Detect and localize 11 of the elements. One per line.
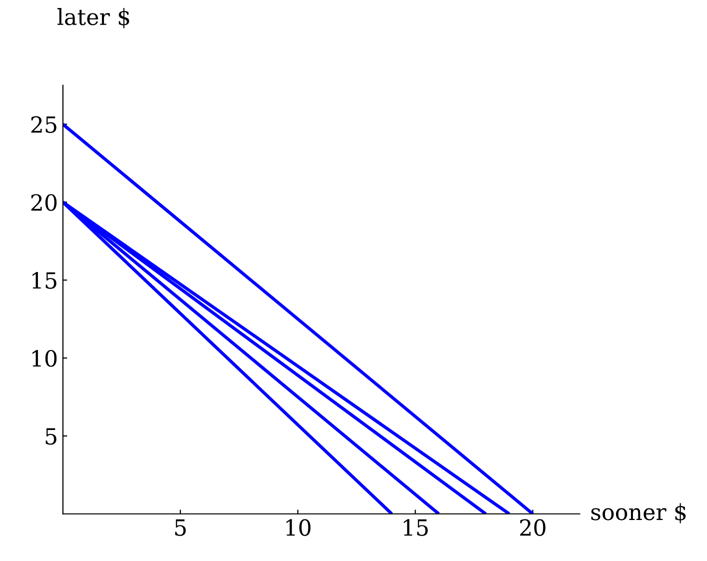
y-tick-label: 20 <box>31 194 57 211</box>
x-tick-label: 20 <box>520 519 546 536</box>
x-tick-label: 5 <box>175 519 186 536</box>
x-tick-label: 10 <box>286 519 311 536</box>
y-tick-label: 25 <box>31 116 56 133</box>
y-axis-title: later $ <box>57 8 130 28</box>
y-tick-label: 5 <box>46 428 56 445</box>
y-tick-label: 10 <box>32 350 57 367</box>
x-axis-title: sooner $ <box>591 503 686 524</box>
y-tick-label: 15 <box>32 272 56 289</box>
x-tick-label: 15 <box>404 519 428 536</box>
